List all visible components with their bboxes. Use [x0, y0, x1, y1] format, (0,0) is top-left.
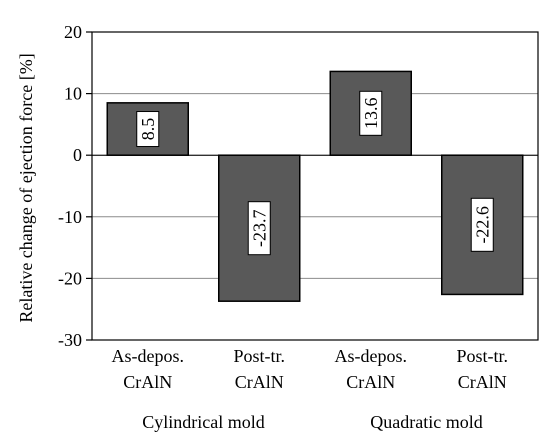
data-label-box: [359, 90, 383, 136]
bars: [92, 70, 538, 302]
y-tick-label: -10: [58, 207, 82, 227]
y-tick-label: 10: [64, 84, 82, 104]
category-label: As-depos. CrAlN: [112, 346, 185, 392]
data-labels: 8.5 -23.7 13.6 -22.6: [136, 90, 494, 256]
y-tick-label: -30: [58, 330, 82, 350]
data-label-box: [247, 201, 271, 256]
y-axis-ticks: 20 10 0 -10 -20 -30: [58, 22, 92, 350]
data-label-text: 8.5: [138, 118, 158, 141]
group-labels: Cylindrical mold Quadratic mold: [142, 412, 482, 432]
plot-frame: [91, 31, 539, 341]
data-label-text: -22.6: [472, 206, 492, 244]
data-label: 13.6: [359, 90, 383, 136]
data-label: -23.7: [247, 201, 271, 256]
y-tick-label: 20: [64, 22, 82, 42]
data-label: 8.5: [136, 111, 160, 148]
group-label: Quadratic mold: [370, 412, 482, 432]
category-label: Post-tr. CrAlN: [456, 346, 508, 392]
group-label: Cylindrical mold: [142, 412, 264, 432]
data-label-box: [470, 197, 494, 252]
y-axis-title: Relative change of ejection force [%]: [16, 53, 36, 322]
data-label-text: 13.6: [361, 98, 381, 130]
y-tick-label: 0: [73, 145, 82, 165]
data-label: -22.6: [470, 197, 494, 252]
category-label: As-depos. CrAlN: [335, 346, 408, 392]
category-labels: As-depos. CrAlN Post-tr. CrAlN As-depos. CrAl…: [112, 346, 509, 392]
bar: [329, 70, 412, 156]
data-label-text: -23.7: [249, 209, 269, 247]
category-label: Post-tr. CrAlN: [233, 346, 285, 392]
y-tick-label: -20: [58, 268, 82, 288]
data-label-box: [136, 111, 160, 148]
